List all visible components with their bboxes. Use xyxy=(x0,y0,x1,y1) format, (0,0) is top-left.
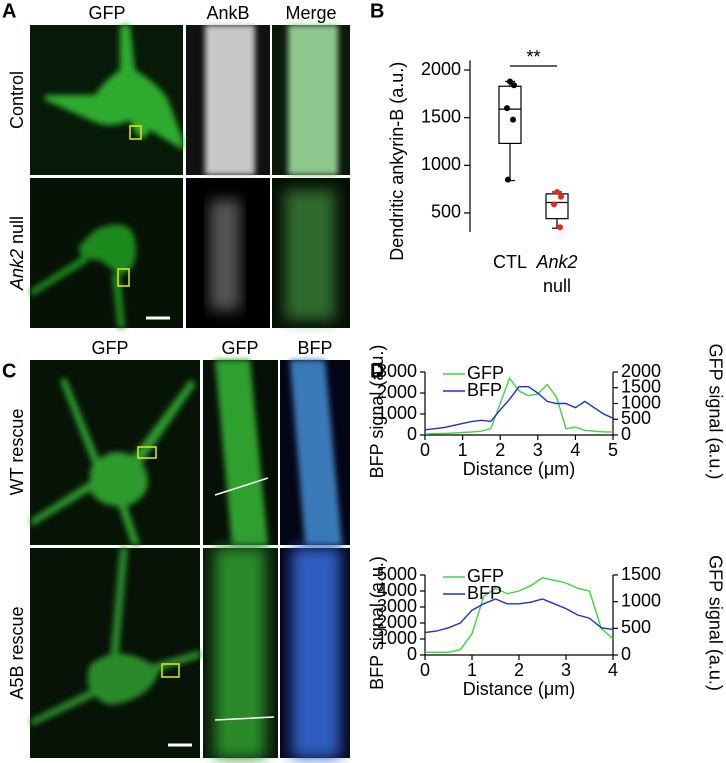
y-tick-label: 2000 xyxy=(377,382,417,402)
column-label: BFP xyxy=(297,338,332,358)
y-axis-label: BFP signal (a.u.) xyxy=(367,345,387,479)
data-point xyxy=(558,193,564,200)
x-tick-label: 0 xyxy=(420,660,430,680)
data-point xyxy=(557,224,563,231)
column-label: GFP xyxy=(221,338,258,358)
y2-tick-label: 1000 xyxy=(621,392,661,412)
x-tick-label: 5 xyxy=(608,440,618,460)
y2-tick-label: 2000 xyxy=(621,361,661,381)
row-label-part: Ank2 xyxy=(7,249,27,291)
y-tick-label: 2000 xyxy=(377,612,417,632)
y-tick-label: 500 xyxy=(431,202,461,222)
y2-tick-label: 1500 xyxy=(621,564,661,584)
y-tick-label: 3000 xyxy=(377,596,417,616)
data-point xyxy=(504,105,510,112)
panel-label: A xyxy=(2,0,16,22)
y-tick-label: 2000 xyxy=(421,59,461,79)
column-label: GFP xyxy=(88,3,125,23)
series-line xyxy=(424,386,614,431)
x-tick-label: 2 xyxy=(514,660,524,680)
y-tick-label: 0 xyxy=(407,644,417,664)
x-tick-label: 4 xyxy=(570,440,580,460)
panel-label: B xyxy=(370,0,384,22)
y-tick-label: 0 xyxy=(407,424,417,444)
x-tick-label: 0 xyxy=(420,440,430,460)
y-tick-label: 1000 xyxy=(377,403,417,423)
legend-label: GFP xyxy=(467,566,504,586)
y-axis-label: Dendritic ankyrin-B (a.u.) xyxy=(387,62,407,261)
row-label-part: null xyxy=(7,216,27,244)
column-label: GFP xyxy=(91,338,128,358)
x-tick-label: 3 xyxy=(533,440,543,460)
data-point xyxy=(505,176,511,183)
x-tick-label-part: Ank2 xyxy=(535,252,577,272)
y-tick-label: 3000 xyxy=(377,361,417,381)
y-tick-label: 5000 xyxy=(377,564,417,584)
data-point xyxy=(507,78,513,85)
x-tick-label: CTL xyxy=(493,252,527,272)
data-point xyxy=(510,116,516,123)
x-tick-label: 1 xyxy=(467,660,477,680)
data-point xyxy=(511,82,517,89)
x-tick-label: 1 xyxy=(458,440,468,460)
y2-tick-label: 1000 xyxy=(621,590,661,610)
y2-tick-label: 500 xyxy=(621,408,651,428)
series-line xyxy=(424,376,613,435)
box xyxy=(545,193,569,220)
y-tick-label: 4000 xyxy=(377,580,417,600)
y-tick-label: 1000 xyxy=(421,154,461,174)
series-line xyxy=(424,598,614,634)
x-axis-label: Distance (μm) xyxy=(463,679,575,699)
row-label: A5B rescue xyxy=(7,606,27,699)
significance: ** xyxy=(526,47,540,67)
row-label: Control xyxy=(7,71,27,129)
y2-axis-label: GFP signal (a.u.) xyxy=(705,555,725,691)
y2-tick-label: 500 xyxy=(621,617,651,637)
row-label: Ank2 null xyxy=(7,216,27,291)
x-tick-label: 3 xyxy=(561,660,571,680)
panel-label: C xyxy=(2,360,16,382)
y-axis-label: BFP signal (a.u.) xyxy=(367,556,387,690)
data-point xyxy=(551,201,557,208)
y-tick-label: 1000 xyxy=(377,628,417,648)
x-tick-label: 4 xyxy=(608,660,618,680)
data-point xyxy=(554,188,560,195)
y2-axis-label: GFP signal (a.u.) xyxy=(705,344,725,480)
box xyxy=(498,85,522,144)
legend-label: BFP xyxy=(467,583,502,603)
x-tick-label-part: null xyxy=(543,276,571,296)
x-tick-label: 2 xyxy=(495,440,505,460)
y2-tick-label: 0 xyxy=(621,424,631,444)
column-label: AnkB xyxy=(206,3,249,23)
y2-tick-label: 1500 xyxy=(621,377,661,397)
legend-label: BFP xyxy=(467,380,502,400)
y2-tick-label: 0 xyxy=(621,644,631,664)
panel-label: D xyxy=(370,360,384,382)
x-axis-label: Distance (μm) xyxy=(463,459,575,479)
row-label: WT rescue xyxy=(7,409,27,496)
x-tick-label: Ank2 null xyxy=(535,252,577,296)
micrographs-a xyxy=(30,25,350,328)
y-tick-label: 1500 xyxy=(421,106,461,126)
series-line xyxy=(425,576,614,653)
micrographs-c xyxy=(30,360,350,758)
column-label: Merge xyxy=(285,3,336,23)
legend-label: GFP xyxy=(467,363,504,383)
